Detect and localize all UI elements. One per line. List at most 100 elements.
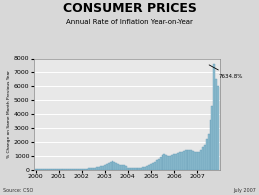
Bar xyxy=(162,155,163,170)
Bar xyxy=(177,153,179,170)
Bar xyxy=(212,106,213,170)
Bar xyxy=(102,166,104,170)
Bar xyxy=(123,166,125,170)
Bar xyxy=(69,169,71,170)
Bar xyxy=(56,169,58,170)
Bar xyxy=(190,151,192,170)
Bar xyxy=(113,162,115,170)
Bar xyxy=(129,168,131,170)
Bar xyxy=(62,169,63,170)
Text: 7634.8%: 7634.8% xyxy=(209,65,243,79)
Bar xyxy=(204,145,206,170)
Bar xyxy=(121,165,123,170)
Bar xyxy=(58,169,60,170)
Text: Annual Rate of Inflation Year-on-Year: Annual Rate of Inflation Year-on-Year xyxy=(66,20,193,26)
Bar xyxy=(81,169,83,170)
Bar xyxy=(65,169,67,170)
Bar xyxy=(179,152,181,170)
Bar xyxy=(125,166,127,170)
Bar xyxy=(198,152,200,170)
Bar xyxy=(67,169,69,170)
Bar xyxy=(154,162,156,170)
Bar xyxy=(75,169,77,170)
Bar xyxy=(192,151,194,170)
Bar xyxy=(215,79,217,170)
Bar xyxy=(96,167,98,170)
Bar xyxy=(185,150,186,170)
Bar xyxy=(115,163,117,170)
Bar xyxy=(90,168,92,170)
Bar xyxy=(217,86,219,170)
Bar xyxy=(135,168,136,170)
Y-axis label: % Change on Same Month Previous Year: % Change on Same Month Previous Year xyxy=(7,70,11,158)
Bar xyxy=(127,168,129,170)
Bar xyxy=(210,120,212,170)
Bar xyxy=(108,163,110,170)
Bar xyxy=(156,160,158,170)
Bar xyxy=(42,169,44,170)
Bar xyxy=(106,164,108,170)
Bar xyxy=(158,159,160,170)
Bar xyxy=(140,168,142,170)
Bar xyxy=(189,150,190,170)
Bar xyxy=(136,168,139,170)
Bar xyxy=(46,169,48,170)
Bar xyxy=(48,169,50,170)
Bar xyxy=(163,154,165,170)
Bar xyxy=(146,166,148,170)
Bar xyxy=(104,165,106,170)
Bar xyxy=(131,168,133,170)
Bar xyxy=(73,169,75,170)
Bar xyxy=(110,162,112,170)
Bar xyxy=(112,161,113,170)
Bar xyxy=(206,139,208,170)
Bar xyxy=(94,168,96,170)
Bar xyxy=(186,150,189,170)
Bar xyxy=(150,164,152,170)
Bar xyxy=(194,152,196,170)
Bar xyxy=(196,152,198,170)
Bar xyxy=(98,167,100,170)
Bar xyxy=(117,164,119,170)
Bar xyxy=(152,163,154,170)
Bar xyxy=(71,169,73,170)
Bar xyxy=(100,166,102,170)
Bar xyxy=(167,156,169,170)
Bar xyxy=(200,150,202,170)
Bar xyxy=(87,169,89,170)
Bar xyxy=(92,168,94,170)
Bar xyxy=(37,169,39,170)
Bar xyxy=(83,169,85,170)
Bar xyxy=(60,169,62,170)
Bar xyxy=(35,169,37,170)
Bar xyxy=(144,167,146,170)
Bar xyxy=(181,152,183,170)
Bar xyxy=(169,156,171,170)
Bar xyxy=(148,165,150,170)
Bar xyxy=(40,169,42,170)
Bar xyxy=(208,134,210,170)
Text: Source: CSO: Source: CSO xyxy=(3,188,33,193)
Bar xyxy=(89,168,90,170)
Bar xyxy=(77,169,79,170)
Bar xyxy=(52,169,54,170)
Bar xyxy=(50,169,52,170)
Bar xyxy=(175,154,177,170)
Bar xyxy=(183,151,185,170)
Text: CONSUMER PRICES: CONSUMER PRICES xyxy=(63,2,196,15)
Bar xyxy=(139,168,140,170)
Bar xyxy=(85,169,87,170)
Bar xyxy=(54,169,56,170)
Bar xyxy=(171,155,173,170)
Bar xyxy=(173,154,175,170)
Bar xyxy=(202,147,204,170)
Bar xyxy=(142,168,144,170)
Bar xyxy=(165,155,167,170)
Bar xyxy=(63,169,65,170)
Bar xyxy=(44,169,46,170)
Text: July 2007: July 2007 xyxy=(234,188,256,193)
Bar xyxy=(133,168,135,170)
Bar xyxy=(213,64,215,170)
Bar xyxy=(119,165,121,170)
Bar xyxy=(79,169,81,170)
